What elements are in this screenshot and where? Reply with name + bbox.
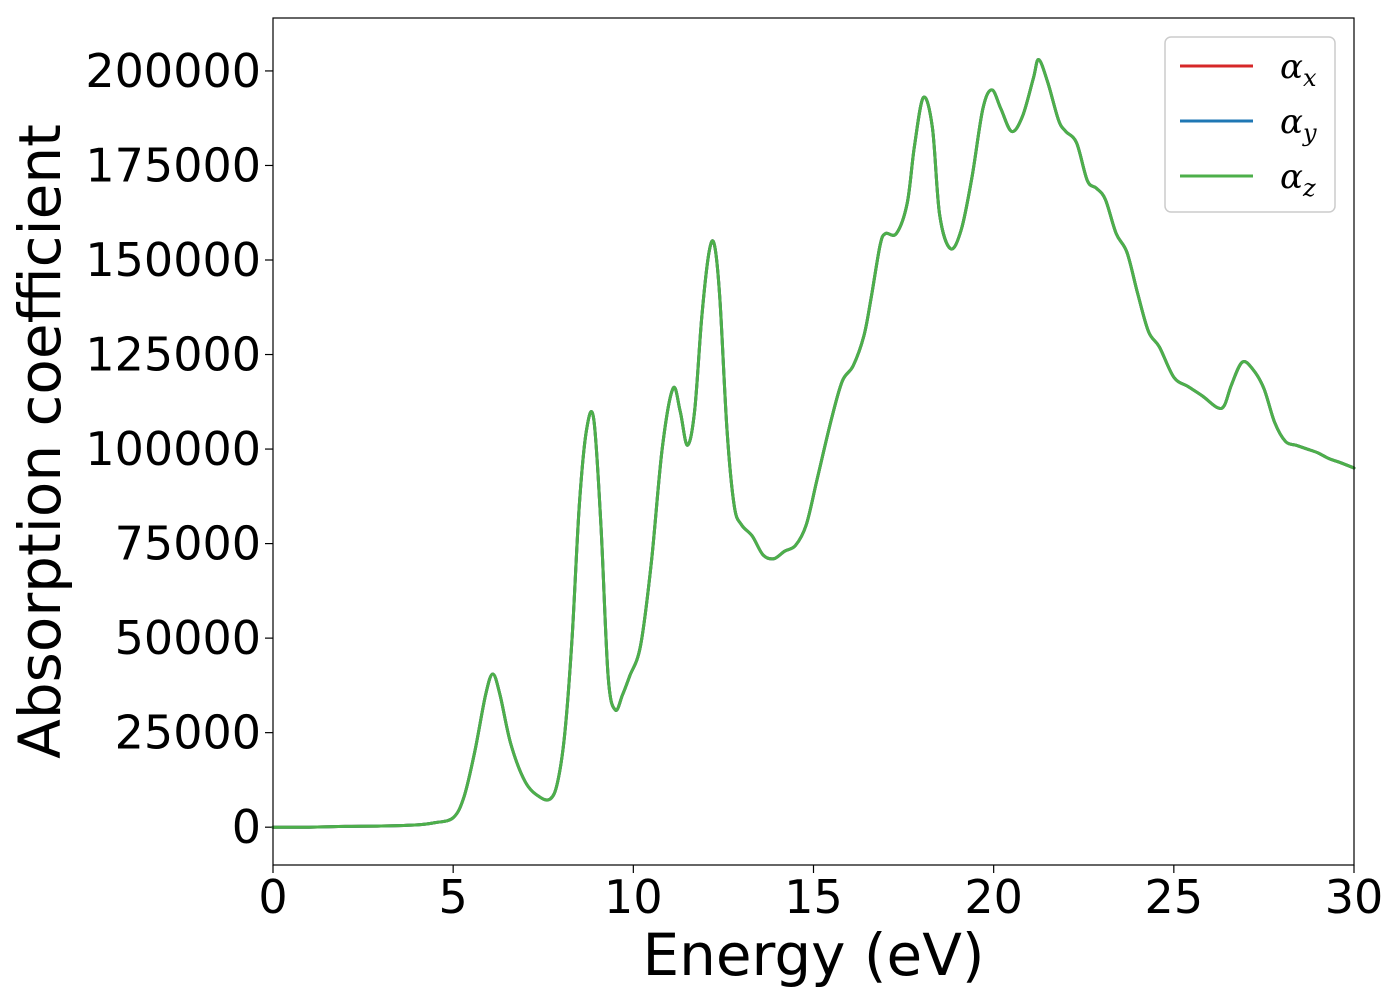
legend-subscript: z bbox=[1302, 174, 1316, 202]
legend-subscript: x bbox=[1303, 64, 1317, 92]
y-ticks: 0 25000 50000 75000 100000 125000 150000 175000… bbox=[85, 44, 273, 854]
legend-symbol: α bbox=[1280, 157, 1303, 197]
x-tick-label: 25 bbox=[1145, 870, 1204, 924]
y-tick-label: 100000 bbox=[85, 422, 261, 476]
y-tick-label: 150000 bbox=[85, 233, 261, 287]
y-tick-label: 0 bbox=[232, 800, 261, 854]
legend-box bbox=[1164, 36, 1336, 213]
x-tick-label: 0 bbox=[258, 870, 287, 924]
y-tick-label: 175000 bbox=[85, 138, 261, 192]
y-tick-label: 25000 bbox=[115, 706, 261, 760]
x-tick-label: 20 bbox=[964, 870, 1023, 924]
legend-symbol: α bbox=[1280, 102, 1303, 142]
series-line-z bbox=[271, 58, 1356, 829]
y-tick-label: 200000 bbox=[85, 44, 261, 98]
x-tick-label: 30 bbox=[1325, 870, 1384, 924]
legend-label-x: αx bbox=[1280, 47, 1317, 92]
legend-label-y: αy bbox=[1280, 102, 1317, 147]
y-tick-label: 125000 bbox=[85, 328, 261, 382]
x-ticks: 0 5 10 15 20 25 30 bbox=[258, 865, 1383, 924]
y-axis-label: Absorption coefficient bbox=[6, 124, 74, 759]
y-tick-label: 75000 bbox=[115, 517, 261, 571]
x-tick-label: 5 bbox=[439, 870, 468, 924]
x-axis-label: Energy (eV) bbox=[642, 921, 984, 989]
legend-subscript: y bbox=[1302, 119, 1317, 147]
legend-symbol: α bbox=[1280, 47, 1303, 87]
y-tick-label: 50000 bbox=[115, 611, 261, 665]
legend-label-z: αz bbox=[1280, 157, 1316, 202]
x-tick-label: 15 bbox=[784, 870, 843, 924]
plot-frame bbox=[272, 17, 1355, 866]
plot-lines bbox=[271, 58, 1356, 829]
x-tick-label: 10 bbox=[604, 870, 663, 924]
